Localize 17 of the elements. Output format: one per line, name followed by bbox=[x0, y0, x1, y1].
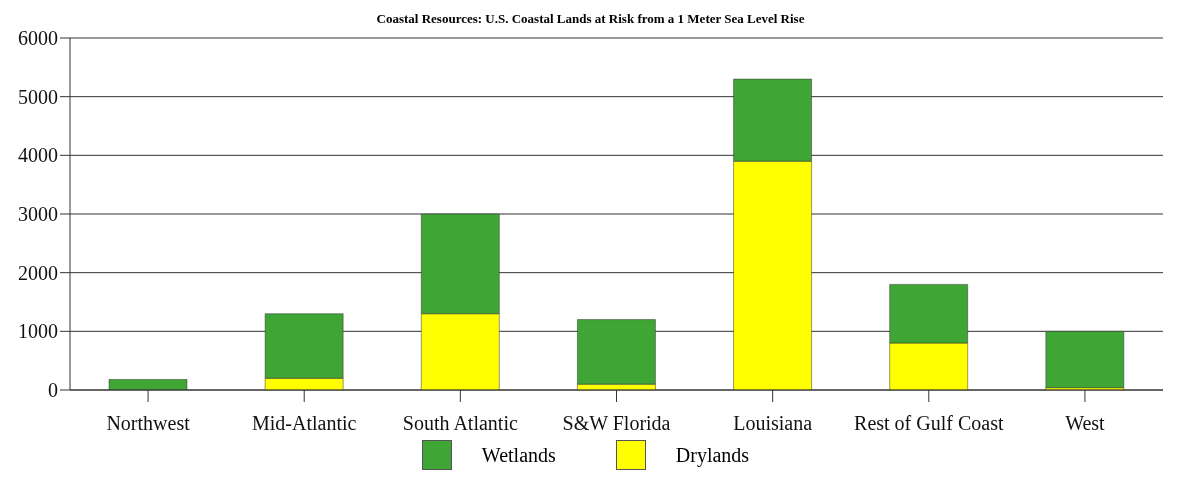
x-tick-label: Northwest bbox=[106, 412, 191, 435]
y-tick-label: 6000 bbox=[18, 27, 58, 50]
x-tick-label: South Atlantic bbox=[402, 412, 518, 435]
y-tick-label: 2000 bbox=[18, 261, 58, 284]
y-tick-label: 4000 bbox=[18, 144, 58, 167]
x-tick-label: Mid-Atlantic bbox=[252, 412, 357, 435]
x-tick-label: West bbox=[1065, 412, 1106, 435]
legend-label: Wetlands bbox=[481, 443, 556, 467]
x-tick-label: Rest of Gulf Coast bbox=[854, 412, 1004, 435]
chart-title: Coastal Resources: U.S. Coastal Lands at Risk from a 1 Meter Sea Level Rise bbox=[376, 11, 805, 26]
y-tick-label: 5000 bbox=[18, 85, 58, 108]
y-tick-label: 1000 bbox=[18, 320, 58, 343]
legend-label: Drylands bbox=[675, 443, 750, 467]
x-tick-label: S&W Florida bbox=[562, 412, 671, 435]
y-tick-label: 0 bbox=[48, 379, 58, 402]
x-tick-label: Louisiana bbox=[733, 412, 813, 435]
y-tick-label: 3000 bbox=[18, 203, 58, 226]
